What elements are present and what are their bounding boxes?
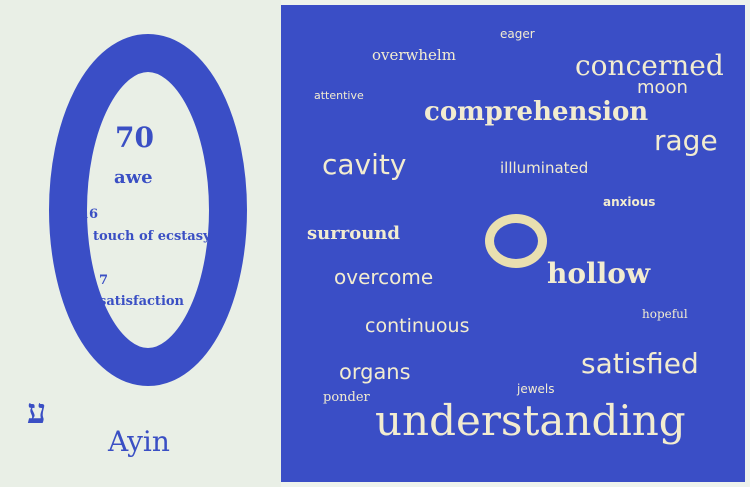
hebrew-letter: ע (27, 392, 47, 432)
word-concerned: concerned (575, 49, 724, 82)
word-continuous: continuous (365, 315, 470, 337)
word-understanding: understanding (375, 396, 686, 445)
word-overwhelm: overwhelm (372, 46, 456, 64)
secondary-word: a touch of ecstasy (80, 229, 211, 244)
large-o-ring (485, 214, 547, 268)
letter-name: Ayin (108, 425, 170, 458)
gematria-number: 70 (115, 121, 154, 154)
word-moon: moon (637, 77, 688, 98)
left-panel: 70 awe 16 a touch of ecstasy 7 satisfact… (0, 0, 281, 487)
word-comprehension: comprehension (424, 97, 649, 127)
word-rage: rage (654, 124, 718, 157)
word-eager: eager (500, 27, 535, 41)
word-illuminated: illluminated (500, 159, 589, 177)
word-surround: surround (307, 223, 400, 244)
word-cavity: cavity (322, 148, 407, 181)
ayin-ring-graphic (49, 34, 247, 386)
word-overcome: overcome (334, 265, 434, 289)
tertiary-number: 7 (99, 273, 109, 288)
word-anxious: anxious (603, 195, 656, 209)
word-hollow: hollow (547, 257, 651, 290)
word-ponder: ponder (323, 390, 370, 405)
word-organs: organs (339, 360, 411, 384)
secondary-number: 16 (80, 207, 99, 222)
gematria-word: awe (114, 167, 153, 188)
word-attentive: attentive (314, 89, 364, 102)
word-hopeful: hopeful (642, 307, 688, 321)
ayin-ring (49, 34, 247, 386)
word-cloud-panel: eager overwhelm concerned attentive moon… (281, 5, 745, 482)
word-satisfied: satisfied (581, 347, 699, 380)
word-jewels: jewels (517, 382, 555, 396)
tertiary-word: satisfaction (99, 294, 185, 309)
